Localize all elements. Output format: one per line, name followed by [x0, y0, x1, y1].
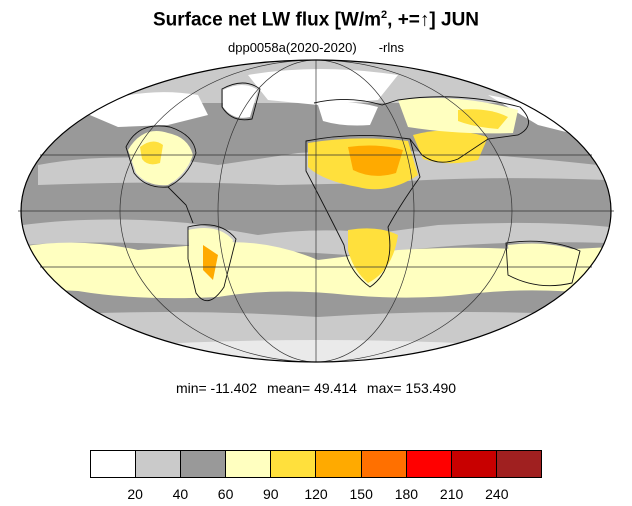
up-arrow-icon: ↑ [419, 9, 430, 31]
colorbar-swatch [361, 451, 407, 477]
flux-region-antarctic-white [138, 340, 498, 362]
flux-band-equatorial [23, 219, 610, 255]
colorbar-tick-label: 60 [217, 486, 234, 502]
map-border [20, 59, 612, 363]
map-title: Surface net LW flux [W/m2, +=↑] JUN [0, 9, 632, 31]
colorbar-swatch [316, 451, 362, 477]
title-mid: , += [387, 9, 420, 31]
flux-region-australia [508, 243, 578, 283]
mollweide-map [18, 59, 614, 363]
flux-region-andes-hot [203, 245, 218, 280]
colorbar-swatch [181, 451, 227, 477]
colorbar-tick-label: 120 [304, 486, 328, 502]
colorbar-swatch [91, 451, 137, 477]
colorbar [90, 450, 542, 478]
colorbar-swatch [271, 451, 317, 477]
stat-min: min= -11.402 [175, 380, 258, 396]
stat-mean: mean= 49.414 [267, 380, 357, 396]
flux-region-europe [318, 102, 378, 126]
subtitle-run: dpp0058a(2020-2020) [228, 40, 357, 55]
flux-region-sahara-core [348, 145, 403, 176]
flux-region-tibet-hot [458, 109, 508, 129]
title-suffix: ] JUN [429, 9, 480, 31]
colorbar-swatch [496, 451, 541, 477]
colorbar-tick-labels: 20 40 60 90 120 150 180 210 240 [90, 486, 542, 502]
colorbar-swatch [451, 451, 497, 477]
flux-region-north-america-hot [140, 141, 163, 165]
title-prefix: Surface net LW flux [W/m [152, 9, 382, 31]
flux-region-greenland [223, 85, 258, 118]
flux-region-southern-africa [348, 228, 398, 283]
colorbar-tick-label: 210 [439, 486, 464, 502]
subtitle-variable: -rlns [378, 40, 404, 55]
colorbar-tick-label: 90 [263, 486, 279, 502]
colorbar-tick-label: 240 [485, 486, 509, 502]
colorbar-tick-label: 40 [172, 486, 189, 502]
colorbar-swatch [406, 451, 452, 477]
colorbar-tick-label: 20 [127, 486, 143, 502]
stats-line: min= -11.402 mean= 49.414 max= 153.490 [0, 380, 632, 396]
colorbar-tick-label: 180 [394, 486, 419, 502]
flux-region-arctic-white [78, 69, 578, 135]
title-superscript: 2 [381, 9, 388, 21]
map-subtitle: dpp0058a(2020-2020) -rlns [0, 40, 632, 55]
stat-max: max= 153.490 [366, 380, 457, 396]
colorbar-swatch [136, 451, 182, 477]
colorbar-swatch [226, 451, 272, 477]
colorbar-tick-label: 150 [349, 486, 373, 502]
